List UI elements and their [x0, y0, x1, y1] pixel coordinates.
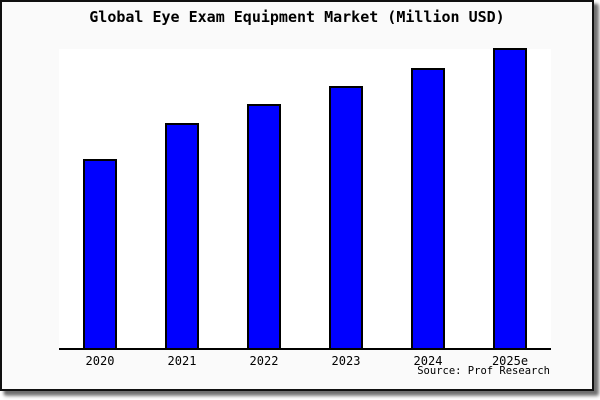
plot-area: [59, 48, 551, 350]
x-tick-2020: 2020: [85, 354, 115, 368]
x-axis-tick-labels: 2020 2021 2022 2023 2024 2025e: [59, 354, 551, 368]
bar-2023: [329, 85, 363, 348]
bar-slot-2023: [305, 49, 387, 348]
bar-2021: [165, 123, 199, 348]
chart-figure: Global Eye Exam Equipment Market (Millio…: [0, 0, 594, 391]
x-tick-2024: 2024: [413, 354, 443, 368]
bar-2022: [247, 103, 281, 348]
bar-slot-2025e: [469, 48, 551, 348]
x-tick-2021: 2021: [167, 354, 197, 368]
x-tick-2023: 2023: [331, 354, 361, 368]
bar-2024: [411, 67, 445, 348]
bar-slot-2020: [59, 49, 141, 348]
bar-2025e: [493, 48, 527, 348]
bar-2020: [83, 159, 117, 348]
source-note: Source: Prof Research: [417, 365, 550, 377]
bar-slot-2022: [223, 49, 305, 348]
bar-slot-2024: [387, 49, 469, 348]
bar-slot-2021: [141, 49, 223, 348]
chart-title: Global Eye Exam Equipment Market (Millio…: [89, 8, 505, 26]
x-tick-2025e: 2025e: [491, 354, 529, 368]
x-tick-2022: 2022: [249, 354, 279, 368]
